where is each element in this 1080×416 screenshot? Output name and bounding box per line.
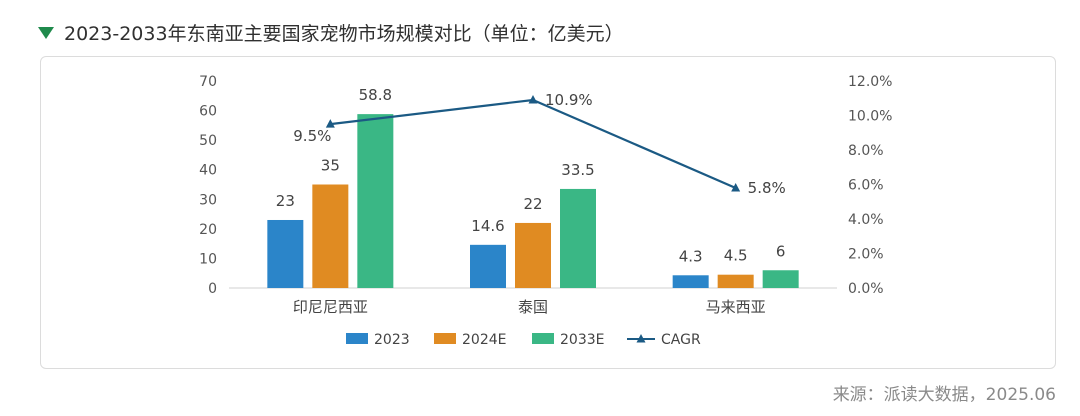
bar-data-label: 23 bbox=[276, 192, 295, 210]
x-tick-label: 印尼尼西亚 bbox=[293, 298, 368, 316]
legend-marker bbox=[636, 334, 646, 343]
y-right-tick-label: 0.0% bbox=[848, 281, 884, 297]
bar-2023 bbox=[470, 244, 506, 288]
bar-data-label: 35 bbox=[321, 157, 340, 175]
bar-data-label: 4.5 bbox=[724, 247, 748, 265]
cagr-data-label: 10.9% bbox=[545, 91, 593, 109]
x-tick-label: 马来西亚 bbox=[706, 298, 766, 316]
cagr-data-label: 5.8% bbox=[748, 179, 786, 197]
legend-label: 2033E bbox=[560, 332, 604, 348]
y-right-tick-label: 8.0% bbox=[848, 143, 884, 159]
cagr-point bbox=[528, 94, 538, 104]
y-left-tick-label: 40 bbox=[199, 163, 217, 179]
chart-card: 0 10 20 30 40 50 60 70 0.0% 2.0% 4.0% 6.0% 8.0% 10.0%… bbox=[40, 56, 1056, 369]
bar-2024E bbox=[312, 184, 349, 288]
y-right-tick-label: 2.0% bbox=[848, 247, 884, 263]
y-left-tick-label: 30 bbox=[199, 192, 217, 208]
y-left-tick-label: 70 bbox=[199, 74, 217, 90]
bar-data-label: 6 bbox=[776, 242, 786, 260]
source-note: 来源：派读大数据，2025.06 bbox=[832, 385, 1056, 405]
legend-label: CAGR bbox=[661, 332, 701, 348]
chart-title: 2023-2033年东南亚主要国家宠物市场规模对比（单位：亿美元） bbox=[64, 22, 624, 45]
y-right-tick-label: 10.0% bbox=[848, 109, 892, 125]
cagr-data-label: 9.5% bbox=[293, 127, 331, 145]
bar-2023 bbox=[267, 219, 304, 288]
y-right-tick-label: 12.0% bbox=[848, 74, 892, 90]
bar-data-label: 22 bbox=[523, 195, 542, 213]
legend-label: 2023 bbox=[374, 332, 410, 348]
bar-2033E bbox=[560, 188, 596, 288]
y-left-tick-label: 20 bbox=[199, 222, 217, 238]
y-left-tick-label: 0 bbox=[208, 281, 217, 297]
bar-2024E bbox=[515, 222, 551, 288]
y-right-tick-label: 6.0% bbox=[848, 178, 884, 194]
chart-header: 2023-2033年东南亚主要国家宠物市场规模对比（单位：亿美元） bbox=[38, 15, 624, 49]
y-right-tick-label: 4.0% bbox=[848, 212, 884, 228]
y-left-tick-label: 50 bbox=[199, 133, 217, 149]
legend-swatch bbox=[346, 333, 368, 344]
bar-data-label: 4.3 bbox=[679, 247, 703, 265]
bar-line-chart: 0 10 20 30 40 50 60 70 0.0% 2.0% 4.0% 6.0% 8.0% 10.0%… bbox=[199, 74, 892, 348]
x-tick-label: 泰国 bbox=[518, 298, 548, 316]
cagr-point bbox=[731, 182, 741, 192]
y-left-tick-label: 10 bbox=[199, 251, 217, 267]
legend-label: 2024E bbox=[462, 332, 506, 348]
bar-data-label: 33.5 bbox=[561, 161, 594, 179]
bar-2033E bbox=[762, 270, 799, 288]
triangle-down-icon bbox=[38, 27, 54, 39]
y-left-tick-label: 60 bbox=[199, 104, 217, 120]
bar-2023 bbox=[672, 275, 709, 288]
cagr-point bbox=[325, 119, 335, 128]
legend-swatch bbox=[532, 333, 554, 344]
bar-2033E bbox=[357, 114, 394, 288]
bar-data-label: 14.6 bbox=[471, 217, 504, 235]
legend-swatch bbox=[434, 333, 456, 344]
bar-data-label: 58.8 bbox=[359, 86, 392, 104]
bar-2024E bbox=[717, 274, 754, 288]
